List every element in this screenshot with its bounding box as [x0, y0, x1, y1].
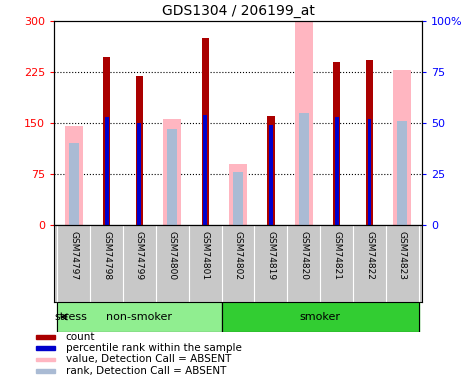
- Text: GSM74801: GSM74801: [201, 231, 210, 280]
- Text: GSM74820: GSM74820: [299, 231, 308, 280]
- Bar: [57, 302, 221, 332]
- Bar: [221, 302, 419, 332]
- Text: rank, Detection Call = ABSENT: rank, Detection Call = ABSENT: [66, 366, 226, 375]
- Bar: [368, 119, 371, 225]
- Bar: [136, 76, 143, 225]
- Text: count: count: [66, 332, 95, 342]
- Bar: [366, 60, 373, 225]
- Bar: [233, 172, 243, 225]
- Text: GSM74823: GSM74823: [398, 231, 407, 280]
- Text: GSM74800: GSM74800: [168, 231, 177, 280]
- Bar: [36, 346, 55, 350]
- Bar: [137, 123, 141, 225]
- Bar: [202, 38, 209, 225]
- Bar: [397, 121, 407, 225]
- Bar: [269, 125, 273, 225]
- Text: GSM74819: GSM74819: [266, 231, 275, 280]
- Bar: [105, 117, 108, 225]
- Text: value, Detection Call = ABSENT: value, Detection Call = ABSENT: [66, 354, 231, 364]
- Bar: [65, 126, 83, 225]
- Bar: [167, 129, 177, 225]
- Text: GSM74821: GSM74821: [332, 231, 341, 280]
- Bar: [295, 21, 313, 225]
- Text: GSM74797: GSM74797: [69, 231, 78, 280]
- Bar: [36, 357, 55, 362]
- Bar: [299, 112, 309, 225]
- Text: GSM74799: GSM74799: [135, 231, 144, 280]
- Bar: [57, 302, 221, 332]
- Bar: [335, 117, 339, 225]
- Bar: [163, 119, 182, 225]
- Bar: [229, 164, 247, 225]
- Text: stress: stress: [54, 312, 87, 322]
- Bar: [267, 116, 274, 225]
- Bar: [103, 57, 110, 225]
- Text: GSM74802: GSM74802: [234, 231, 242, 280]
- Bar: [393, 70, 411, 225]
- Text: GSM74798: GSM74798: [102, 231, 111, 280]
- Title: GDS1304 / 206199_at: GDS1304 / 206199_at: [162, 4, 314, 18]
- Bar: [221, 302, 419, 332]
- Text: non-smoker: non-smoker: [106, 312, 173, 322]
- Bar: [36, 369, 55, 373]
- Text: percentile rank within the sample: percentile rank within the sample: [66, 343, 242, 353]
- Text: smoker: smoker: [300, 312, 340, 322]
- Bar: [203, 115, 207, 225]
- Bar: [69, 143, 79, 225]
- Bar: [36, 335, 55, 339]
- Bar: [333, 62, 340, 225]
- Text: GSM74822: GSM74822: [365, 231, 374, 280]
